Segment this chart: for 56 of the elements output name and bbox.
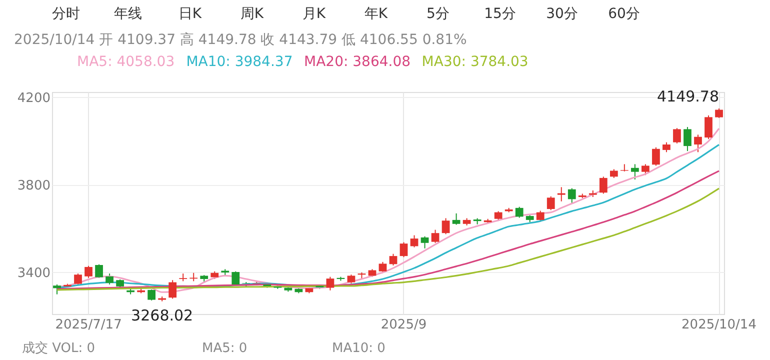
candlestick: [694, 134, 702, 153]
text: MA5: 4058.03: [77, 54, 175, 70]
candlestick: [652, 146, 660, 166]
candlestick: [400, 242, 408, 258]
candlestick: [684, 126, 692, 152]
text: 年K: [364, 6, 388, 22]
y-tick-label: 3400: [17, 266, 50, 281]
text: 5分: [426, 6, 450, 22]
annotation: 3268.02: [131, 306, 194, 324]
x-tick-label: 2025/9: [380, 318, 427, 332]
candlestick: [631, 164, 639, 180]
text: 日K: [178, 6, 202, 22]
candlestick: [53, 284, 61, 295]
candlestick: [326, 276, 334, 291]
chart-title: 2025/10/14 开 4109.37 高 4149.78 收 4143.79 低 4106.55 0.81%: [14, 32, 467, 48]
text: 60分: [608, 6, 640, 22]
candlestick: [452, 212, 460, 226]
candlestick: [95, 264, 103, 278]
candlestick: [568, 188, 576, 204]
candlestick: [378, 261, 387, 273]
text: MA5: 0: [202, 341, 248, 356]
candlestick: [168, 280, 177, 300]
y-tick-label: 4200: [17, 90, 50, 106]
candlestick: [84, 265, 92, 278]
candlestick: [106, 273, 114, 285]
text: 年线: [114, 6, 142, 22]
text: MA20: 3864.08: [304, 54, 411, 70]
text: 成交 VOL: 0: [22, 340, 96, 356]
x-tick-label: 2025/10/14: [682, 318, 756, 332]
text: 15分: [484, 6, 516, 22]
candlestick: [74, 273, 82, 285]
candlestick: [662, 142, 670, 153]
text: 月K: [302, 6, 326, 22]
candlestick: [599, 176, 608, 194]
candlestick: [431, 229, 440, 244]
text: MA10: 0: [332, 341, 386, 356]
text: 分时: [52, 6, 80, 22]
candlestick: [232, 270, 240, 286]
candlestick: [715, 108, 723, 118]
text: MA30: 3784.03: [422, 54, 528, 70]
candlestick: [389, 253, 398, 266]
x-tick-label: 2025/7/17: [55, 318, 122, 332]
candlestick: [673, 128, 681, 144]
candlestick: [515, 206, 524, 218]
text: 周K: [240, 6, 264, 22]
text: MA10: 3984.37: [186, 54, 293, 70]
text: 30分: [546, 6, 578, 22]
candlestick: [704, 114, 712, 140]
candlestick: [442, 218, 450, 235]
candlestick: [546, 196, 555, 211]
y-tick-label: 3800: [17, 178, 50, 194]
candlestick: [557, 186, 566, 202]
candlestick: [410, 234, 418, 248]
candlestick: [420, 236, 429, 249]
candlestick: [148, 289, 156, 301]
annotation: 4149.78: [656, 87, 720, 106]
